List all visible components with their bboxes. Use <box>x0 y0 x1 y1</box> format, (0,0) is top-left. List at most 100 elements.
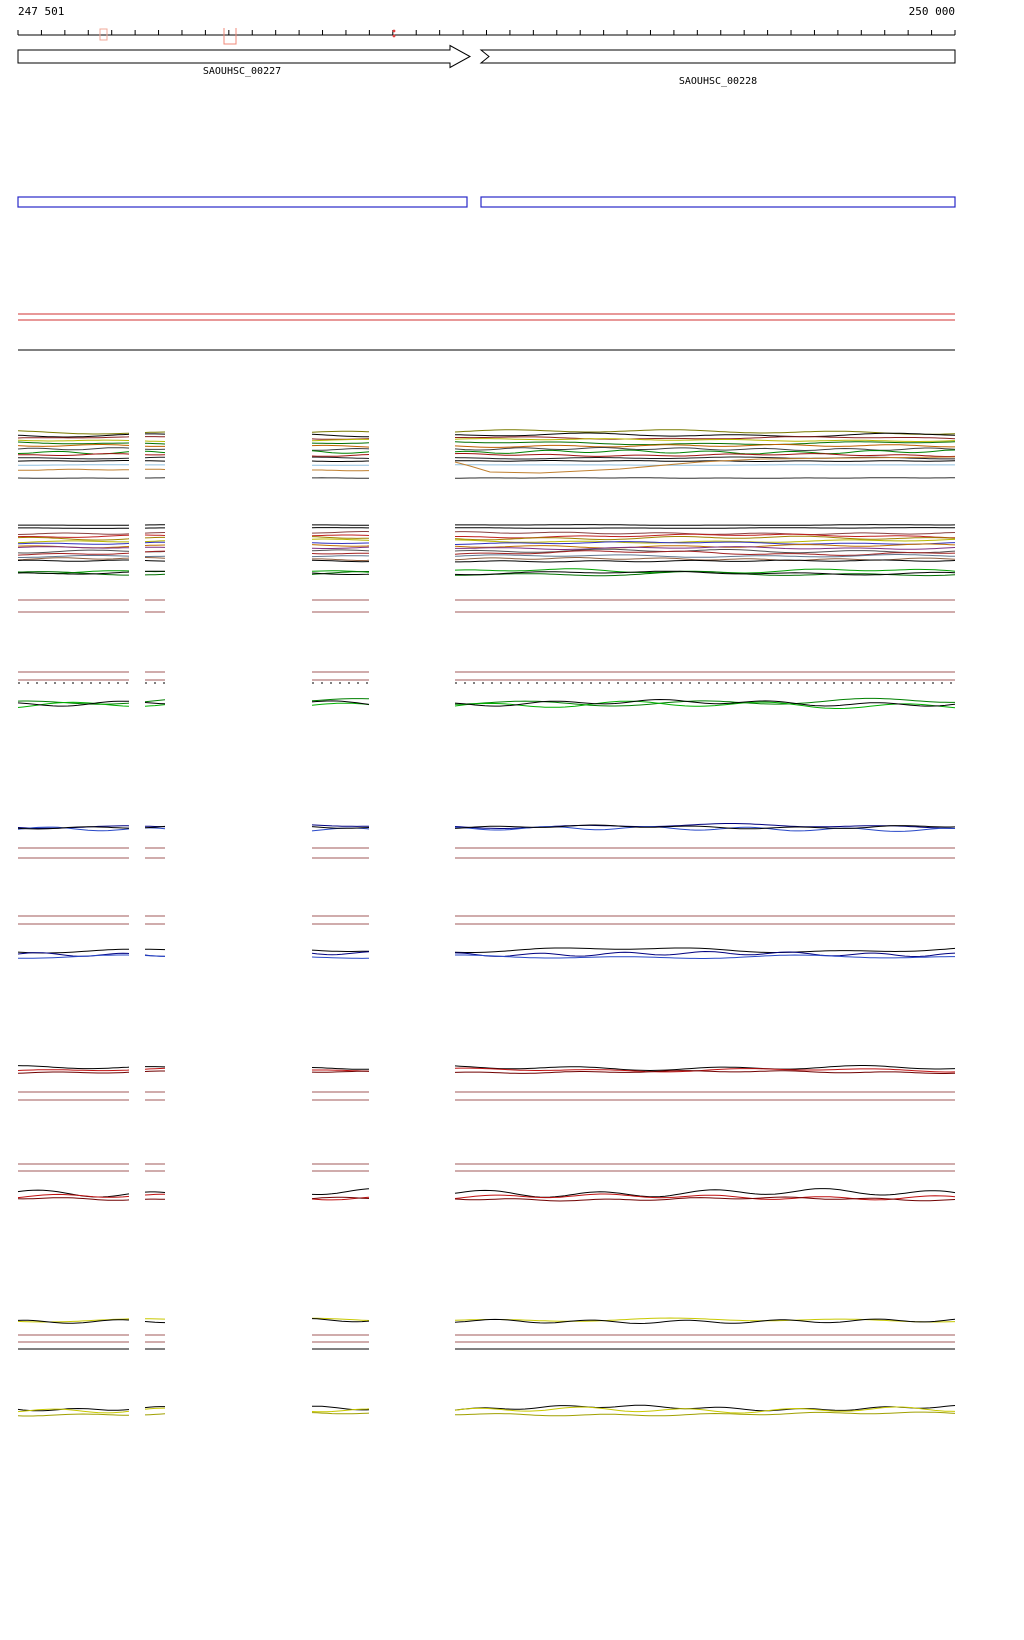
coverage-line <box>454 554 956 558</box>
coverage-line <box>17 1069 130 1072</box>
coverage-line <box>17 1065 130 1070</box>
coverage-line <box>311 824 370 827</box>
ruler-mark-icon <box>392 34 396 38</box>
coverage-line <box>454 1188 956 1198</box>
coverage-line <box>17 1193 130 1199</box>
coverage-line <box>17 700 130 705</box>
coverage-line <box>455 559 956 563</box>
coverage-line <box>454 570 956 576</box>
coverage-line <box>17 700 129 707</box>
coverage-line <box>455 477 955 479</box>
coverage-line <box>454 548 956 554</box>
coverage-line <box>17 552 130 556</box>
coverage-line <box>311 538 370 541</box>
coverage-line <box>311 447 370 451</box>
coverage-line <box>17 444 130 447</box>
coverage-line <box>17 1407 130 1412</box>
coverage-line <box>144 1406 165 1409</box>
ruler-mark-icon <box>392 29 396 33</box>
coverage-line <box>454 1196 956 1202</box>
coverage-line <box>144 536 165 539</box>
coverage-line <box>454 535 956 541</box>
coverage-line <box>311 1067 369 1070</box>
coverage-line <box>454 1065 956 1072</box>
coverage-line <box>311 949 369 952</box>
ruler-mark-icon <box>223 28 237 45</box>
gene-arrow[interactable] <box>17 44 472 69</box>
coverage-line <box>454 700 956 709</box>
coverage-line <box>17 701 130 708</box>
coverage-line <box>312 456 370 459</box>
coverage-line <box>144 450 166 454</box>
coverage-line <box>311 430 369 433</box>
coverage-line <box>17 464 129 466</box>
coverage-line <box>454 1406 956 1414</box>
coverage-line <box>312 469 369 472</box>
coverage-line <box>17 571 130 575</box>
coverage-line <box>455 436 956 440</box>
coverage-line <box>311 450 370 454</box>
feature-bar[interactable] <box>480 196 956 208</box>
coverage-line <box>311 1070 369 1073</box>
coverage-line <box>311 433 369 438</box>
coverage-line <box>17 540 129 544</box>
coverage-line <box>17 1319 129 1324</box>
coverage-line <box>311 552 369 555</box>
coverage-line <box>18 527 129 529</box>
coverage-line <box>454 950 956 958</box>
coverage-line <box>144 440 166 442</box>
coverage-line <box>144 544 166 546</box>
coverage-line <box>311 956 369 959</box>
coverage-line <box>454 1067 956 1073</box>
coverage-line <box>144 540 166 543</box>
coverage-line <box>454 432 956 438</box>
gene-arrow[interactable] <box>479 49 956 64</box>
coverage-line <box>454 441 956 446</box>
coverage-line <box>311 1196 370 1200</box>
coverage-line <box>454 456 956 474</box>
coverage-line <box>454 1404 956 1412</box>
coverage-line <box>17 571 129 576</box>
coverage-line <box>17 447 130 451</box>
coverage-line <box>17 542 130 545</box>
coverage-line <box>144 541 165 544</box>
coverage-line <box>311 442 370 444</box>
coverage-line <box>17 536 130 541</box>
coverage-line <box>17 453 130 456</box>
coverage-line <box>454 824 956 830</box>
coverage-line <box>144 1067 166 1070</box>
coverage-line <box>454 541 956 545</box>
coverage-line <box>18 457 129 460</box>
coverage-line <box>17 952 130 957</box>
coverage-line <box>455 524 956 526</box>
coverage-line <box>144 532 166 534</box>
coverage-line <box>18 954 130 959</box>
coverage-line <box>454 449 956 455</box>
coverage-line <box>144 557 166 559</box>
coverage-line <box>454 453 956 457</box>
coverage-line <box>311 1412 370 1415</box>
coverage-line <box>17 557 130 561</box>
coverage-line <box>144 1413 166 1416</box>
coverage-line <box>311 1318 370 1323</box>
coverage-line <box>311 460 369 462</box>
coverage-line <box>454 1317 956 1323</box>
feature-bar[interactable] <box>17 196 468 208</box>
coverage-line <box>17 441 129 445</box>
ruler-start-label: 247 501 <box>18 5 65 18</box>
coverage-line <box>312 1405 370 1411</box>
coverage-line <box>455 464 955 466</box>
coverage-line <box>144 1193 165 1196</box>
coverage-line <box>144 431 166 433</box>
ruler-mark-icon <box>99 28 108 41</box>
coverage-line <box>455 571 956 577</box>
coverage-line <box>311 531 370 534</box>
coverage-line <box>144 704 166 707</box>
coverage-line <box>454 438 956 442</box>
coverage-line <box>311 826 370 829</box>
coverage-line <box>454 444 955 448</box>
coverage-line <box>311 700 370 705</box>
coverage-line <box>144 1191 166 1193</box>
coverage-line <box>311 544 370 547</box>
